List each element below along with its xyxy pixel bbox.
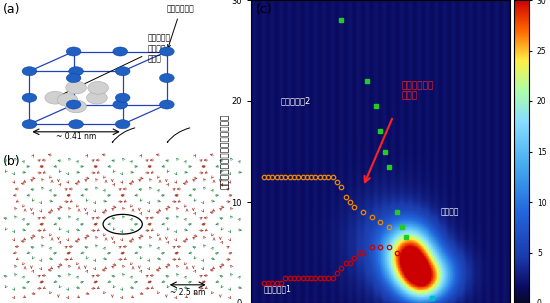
Text: パラジウム
もしくは
ケイ素: パラジウム もしくは ケイ素 xyxy=(59,34,170,96)
Circle shape xyxy=(66,81,86,94)
Text: 磁気変調相2: 磁気変調相2 xyxy=(281,96,311,105)
Y-axis label: 外部磁場（キロエルステッド）: 外部磁場（キロエルステッド） xyxy=(221,114,230,189)
Circle shape xyxy=(45,92,65,104)
Circle shape xyxy=(160,100,174,109)
Circle shape xyxy=(113,47,128,56)
Circle shape xyxy=(113,100,128,109)
Circle shape xyxy=(116,120,130,129)
Circle shape xyxy=(69,67,84,76)
Circle shape xyxy=(66,100,81,109)
Circle shape xyxy=(160,47,174,56)
Circle shape xyxy=(69,120,84,129)
Text: (c): (c) xyxy=(256,3,273,16)
Circle shape xyxy=(66,74,81,82)
Circle shape xyxy=(116,93,130,102)
Circle shape xyxy=(160,74,174,82)
Circle shape xyxy=(22,120,37,129)
Text: 磁気変調相1: 磁気変調相1 xyxy=(264,284,292,293)
Circle shape xyxy=(66,47,81,56)
Circle shape xyxy=(86,92,107,104)
Circle shape xyxy=(22,67,37,76)
Text: 常磁性相: 常磁性相 xyxy=(441,208,459,217)
Circle shape xyxy=(57,94,78,106)
Text: ガドリニウム: ガドリニウム xyxy=(167,5,195,48)
Text: ~ 0.41 nm: ~ 0.41 nm xyxy=(56,132,96,142)
Circle shape xyxy=(88,82,108,94)
Text: ~ 2.5 nm: ~ 2.5 nm xyxy=(170,288,205,297)
Text: (a): (a) xyxy=(2,3,20,16)
Circle shape xyxy=(66,100,86,113)
Circle shape xyxy=(116,67,130,76)
Circle shape xyxy=(22,93,37,102)
Text: (b): (b) xyxy=(2,155,20,168)
Text: スキルミオン
格子相: スキルミオン 格子相 xyxy=(402,81,434,101)
